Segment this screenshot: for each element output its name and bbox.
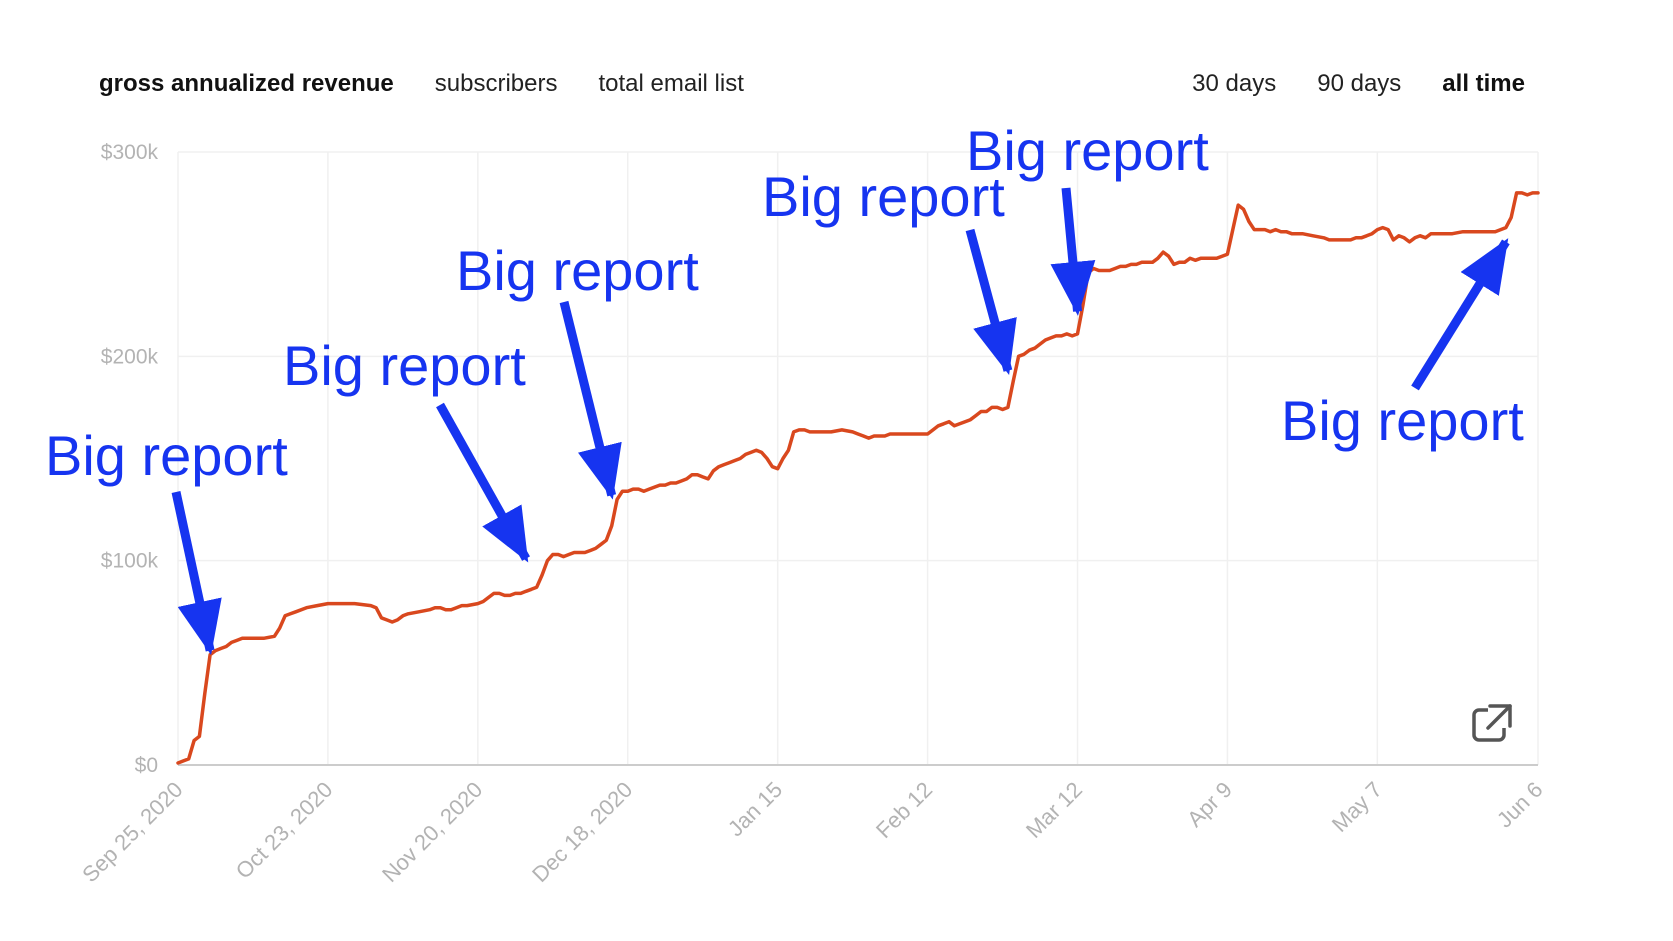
range-tabs: 30 days 90 days all time [1192,70,1525,98]
revenue-series-line [176,191,1540,765]
y-tick-label: $100k [101,550,159,573]
x-tick-label: Jun 6 [1492,777,1548,833]
y-tick-label: $200k [101,345,159,368]
range-all-time[interactable]: all time [1442,70,1525,97]
x-tick-label: Apr 9 [1182,777,1237,832]
annotation-arrow [965,228,1017,375]
tab-total-email-list[interactable]: total email list [598,70,744,97]
chart-series [176,191,1540,765]
x-tick-label: Oct 23, 2020 [231,777,338,884]
x-tick-label: Sep 25, 2020 [77,777,187,887]
annotation-label: Big report [283,334,526,397]
chart-grid [177,151,1539,765]
annotation-arrow [436,402,530,563]
x-tick-label: Nov 20, 2020 [377,777,487,887]
x-tick-label: Dec 18, 2020 [527,777,637,887]
annotation-label: Big report [456,239,699,302]
range-30-days[interactable]: 30 days [1192,70,1277,97]
annotation-label: Big report [1281,389,1524,452]
tab-gross-annualized-revenue[interactable]: gross annualized revenue [99,70,394,97]
annotation-label: Big report [966,119,1209,182]
annotation-label: Big report [762,165,1005,228]
external-link-icon[interactable] [1470,700,1516,746]
annotation-label: Big report [45,424,288,487]
x-tick-label: Jan 15 [723,777,787,841]
annotation-arrow [171,491,222,655]
annotation-arrow [559,300,622,500]
y-tick-label: $300k [101,141,159,164]
x-tick-label: Mar 12 [1021,777,1087,843]
annotation-arrow [1050,187,1096,316]
x-tick-label: Feb 12 [871,777,937,843]
tab-subscribers[interactable]: subscribers [434,70,558,97]
chart-axes: $0 $100k $200k $300k Sep 25, 2020 Oct 23, 202… [77,141,1547,887]
annotation-arrow [1411,238,1510,391]
y-tick-label: $0 [135,754,158,777]
metric-tabs: gross annualized revenue subscribers tot… [99,70,744,98]
x-tick-label: May 7 [1327,777,1387,837]
range-90-days[interactable]: 90 days [1317,70,1402,97]
